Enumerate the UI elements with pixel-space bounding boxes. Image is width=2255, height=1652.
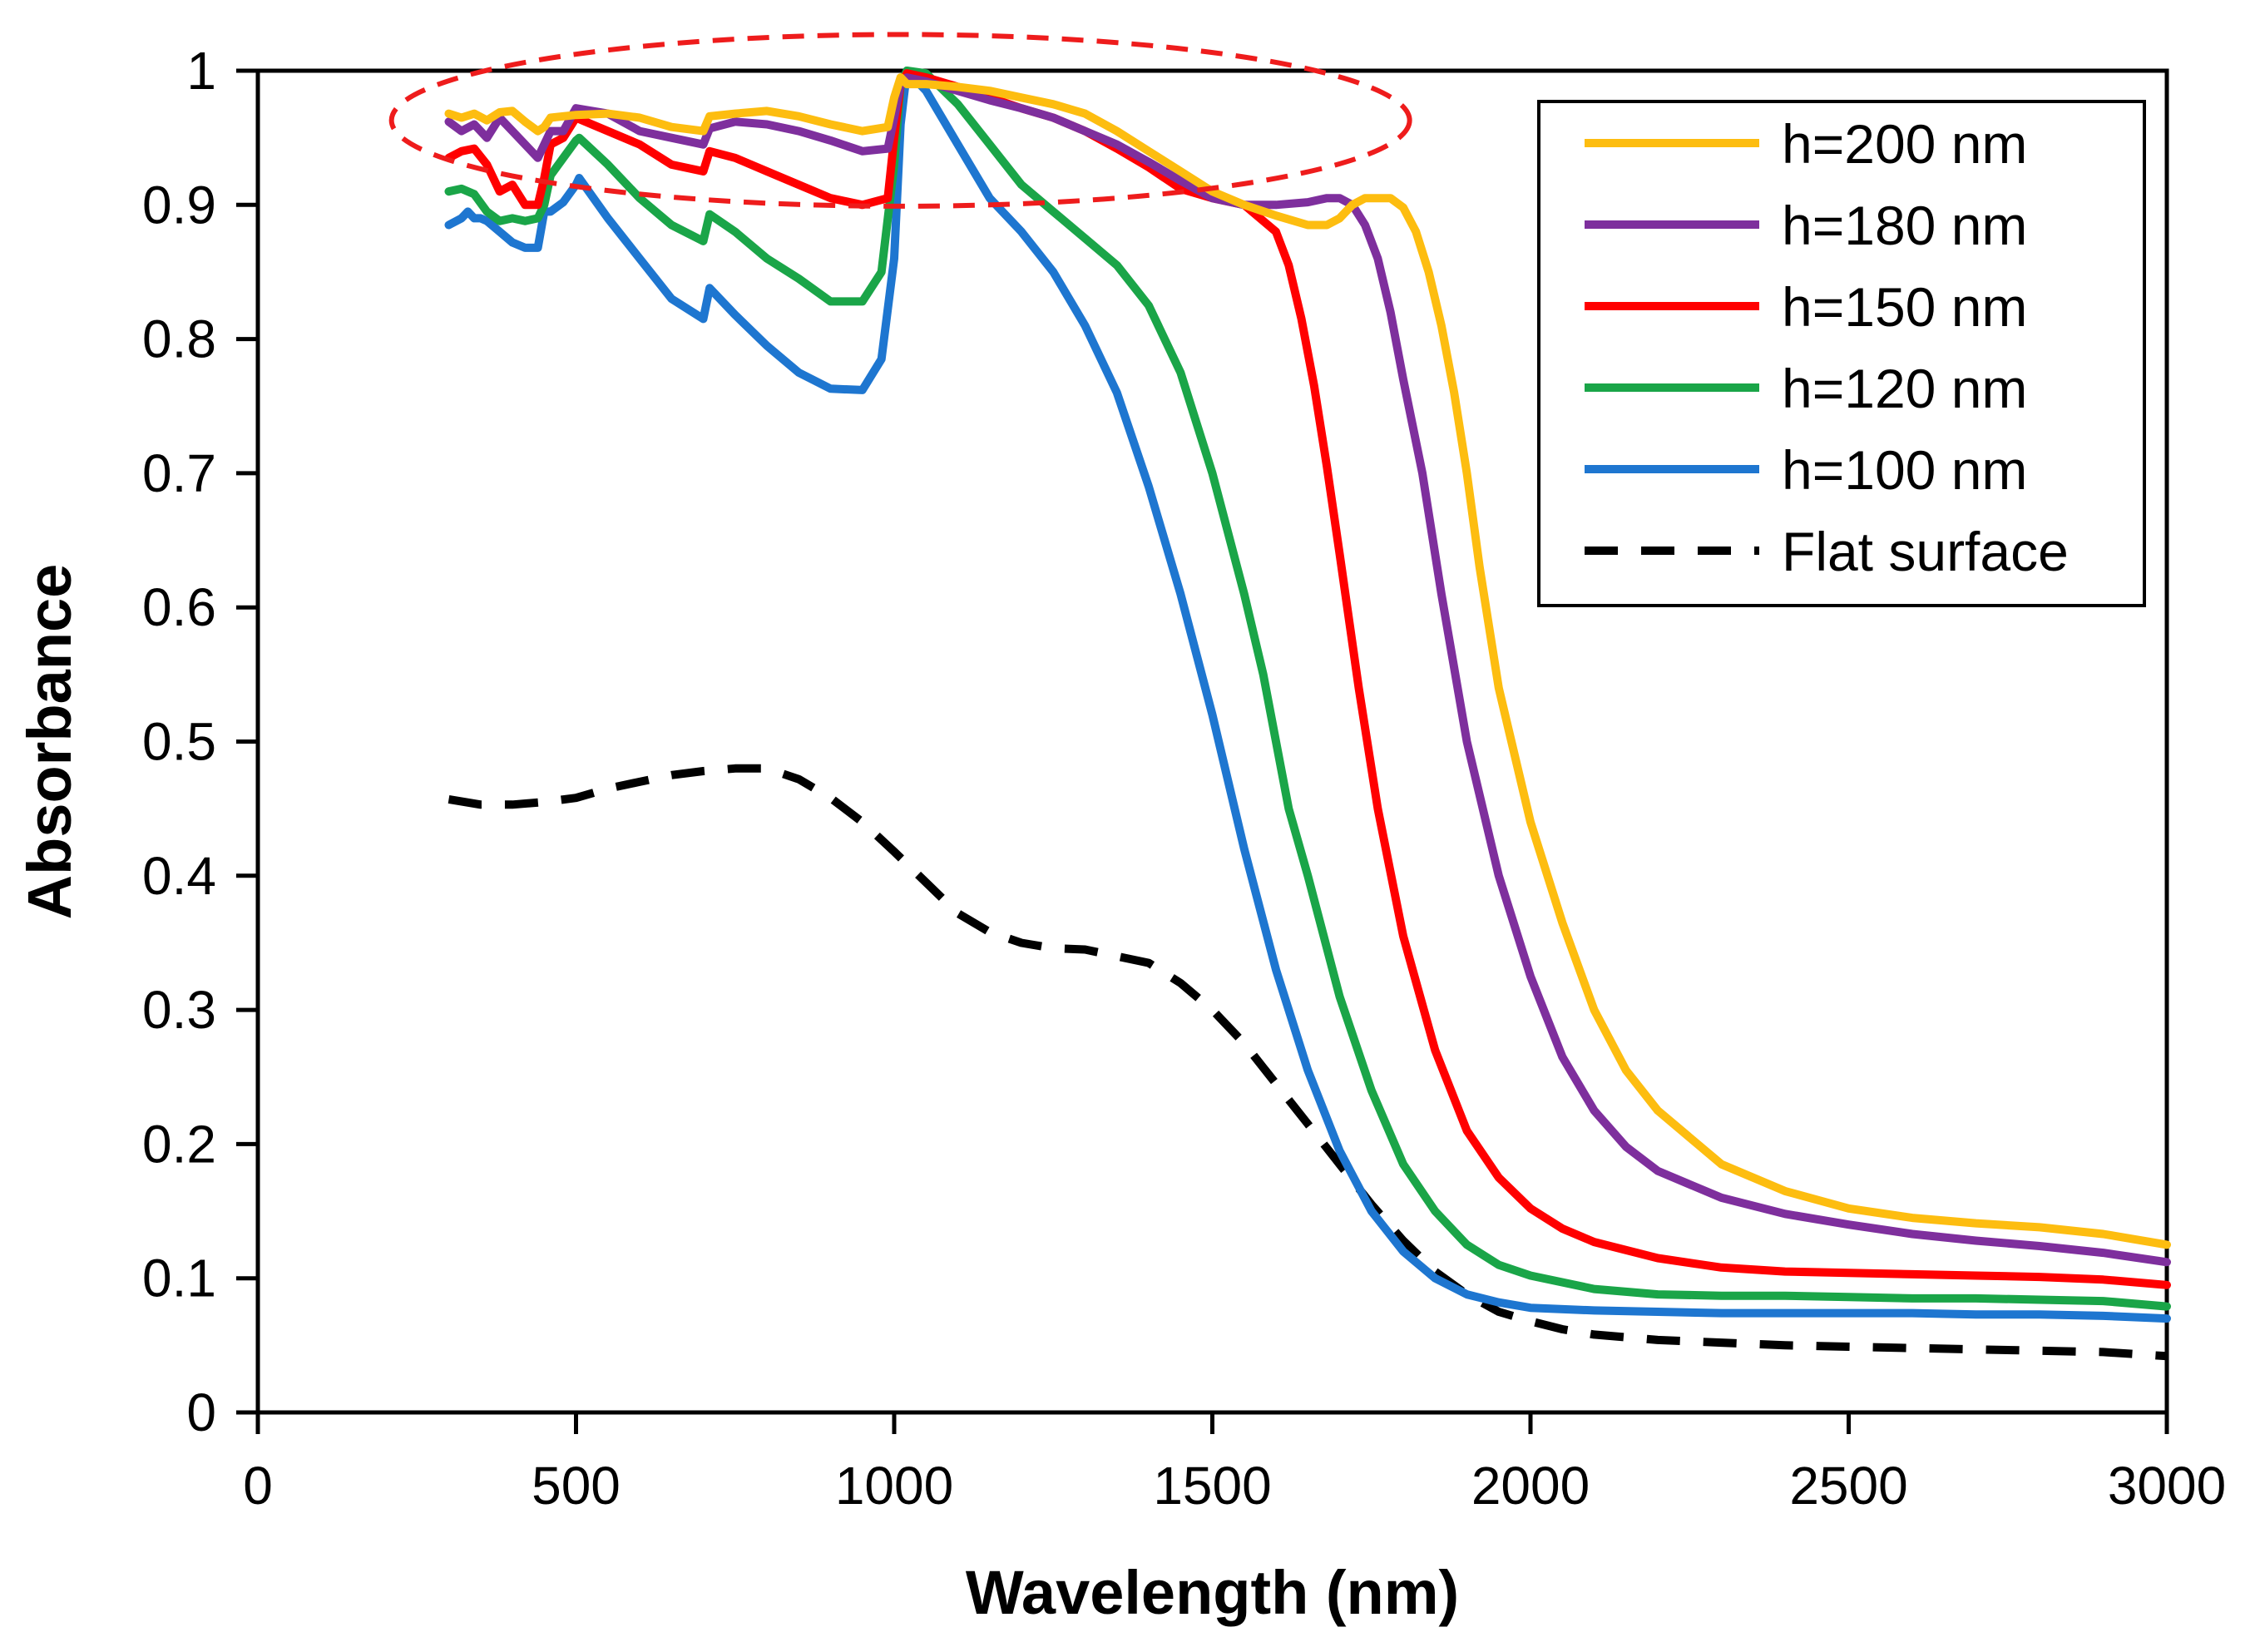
y-tick-label: 0.8 xyxy=(142,309,216,369)
series-line-h-100-nm xyxy=(444,67,2171,1323)
legend-box xyxy=(1537,100,2146,607)
x-tick-label: 1000 xyxy=(835,1456,953,1516)
legend-label-h-180-nm: h=180 nm xyxy=(1782,195,2027,256)
y-tick-label: 0 xyxy=(186,1382,216,1442)
highlight-ellipse xyxy=(388,32,1412,209)
y-tick-label: 0.2 xyxy=(142,1114,216,1174)
x-axis: 0 500 1000 1500 2000 2500 3000 xyxy=(243,1412,2226,1516)
series-layer xyxy=(444,67,2171,1361)
series-line-h-200-nm xyxy=(444,73,2171,1249)
legend: h=200 nm h=180 nm h=150 nm h=120 nm h=100 nm… xyxy=(1537,100,2146,607)
plot-area xyxy=(255,32,2171,1415)
y-tick-label: 0.6 xyxy=(142,577,216,637)
y-tick-label: 0.9 xyxy=(142,175,216,235)
x-tick-label: 500 xyxy=(532,1456,621,1516)
x-tick-label: 3000 xyxy=(2108,1456,2226,1516)
y-tick-label: 0.4 xyxy=(142,846,216,906)
y-tick-label: 1 xyxy=(186,41,216,101)
y-tick-label: 0.3 xyxy=(142,980,216,1040)
legend-label-h-200-nm: h=200 nm xyxy=(1782,113,2027,175)
x-tick-label: 1500 xyxy=(1153,1456,1271,1516)
y-tick-label: 0.1 xyxy=(142,1249,216,1308)
series-line-h-120-nm xyxy=(444,67,2171,1311)
y-tick-label: 0.7 xyxy=(142,443,216,503)
x-tick-label: 0 xyxy=(243,1456,273,1516)
legend-label-flat-surface: Flat surface xyxy=(1782,521,2069,582)
legend-label-h-100-nm: h=100 nm xyxy=(1782,439,2027,501)
series-line-h-180-nm xyxy=(444,73,2171,1267)
x-tick-label: 2000 xyxy=(1471,1456,1590,1516)
series-line-flat-surface xyxy=(448,764,2168,1361)
x-axis-title: Wavelength (nm) xyxy=(966,1558,1459,1627)
legend-label-h-150-nm: h=150 nm xyxy=(1782,276,2027,338)
y-axis: 0 0.1 0.2 0.3 0.4 0.5 0.6 0.7 0.8 0.9 1 xyxy=(142,41,258,1442)
legend-label-h-120-nm: h=120 nm xyxy=(1782,358,2027,419)
annotation-layer xyxy=(388,32,1412,209)
y-axis-title: Absorbance xyxy=(15,564,84,920)
x-tick-label: 2500 xyxy=(1789,1456,1907,1516)
y-tick-label: 0.5 xyxy=(142,712,216,772)
